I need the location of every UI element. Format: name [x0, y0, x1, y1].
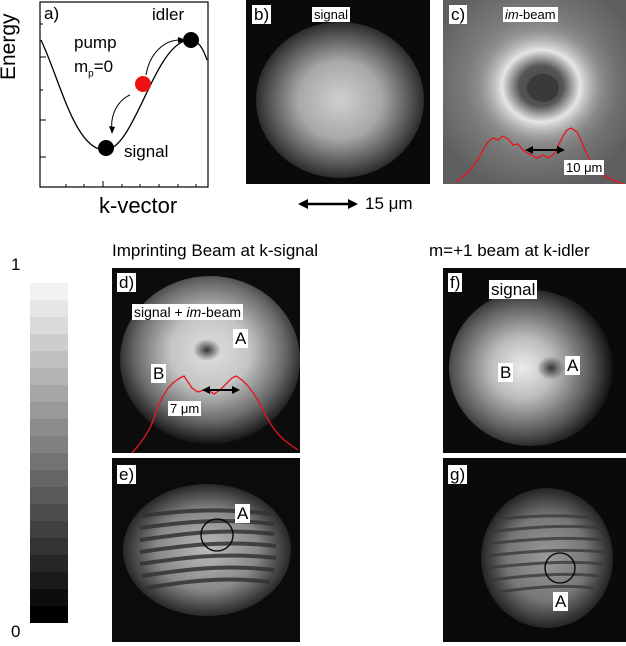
panel-e-point-a: A — [235, 504, 251, 523]
panel-f-point-a: A — [565, 356, 581, 375]
pump-m-label: mp=0 — [74, 57, 113, 79]
panel-c-label: im-beam — [503, 7, 558, 22]
scale-bar-label: 15 μm — [365, 194, 413, 213]
dispersion-curve — [40, 39, 208, 151]
colorbar-steps — [30, 283, 68, 623]
pump-m-subscript: p — [88, 68, 94, 80]
panel-g-letter: g) — [448, 465, 468, 484]
panel-c-label-em: im — [505, 7, 519, 22]
panel-a-dispersion-diagram: a) idler pump mp=0 signal Energy k-vecto… — [0, 0, 220, 225]
panel-g-interference-image: g) A — [443, 458, 626, 642]
panel-f-signal-image: f) signal A B — [443, 268, 626, 453]
pump-m-letter: m — [74, 57, 89, 76]
panel-e-fringes — [139, 508, 277, 590]
panel-f-letter: f) — [448, 273, 463, 292]
idler-label: idler — [152, 5, 185, 24]
panel-e-interference-image: e) A — [112, 458, 300, 642]
panel-b-letter: b) — [252, 5, 272, 24]
panel-d-letter: d) — [117, 273, 137, 292]
panel-b-signal-image: b) signal — [246, 0, 430, 184]
pump-label: pump — [74, 33, 117, 52]
colorbar — [30, 283, 68, 623]
panel-d-signal-plus-im-beam: d) signal + im-beam A B 7 μm — [112, 268, 300, 453]
heading-imprinting-signal: Imprinting Beam at k-signal — [112, 241, 318, 260]
panel-c-im-beam-image: c) im-beam 10 μm — [443, 0, 626, 184]
panel-g-point-a: A — [553, 592, 569, 611]
panel-c-profile-line — [456, 127, 624, 184]
panel-f-label: signal — [489, 280, 538, 299]
pump-m-value: =0 — [93, 57, 114, 76]
panel-g-circle-marker — [544, 552, 576, 584]
idler-dot — [183, 32, 199, 48]
pump-dot — [135, 76, 151, 92]
heading-m1-idler: m=+1 beam at k-idler — [429, 241, 590, 260]
panel-c-letter: c) — [449, 5, 468, 24]
panel-d-label-pre: signal + — [134, 304, 187, 320]
energy-axis-label: Energy — [0, 13, 20, 80]
colorbar-max-label: 1 — [11, 255, 21, 274]
arrow-to-idler — [145, 39, 181, 76]
panel-d-scale-label: 7 μm — [168, 401, 202, 416]
panel-d-point-b: B — [151, 364, 167, 383]
panel-g-fringes — [484, 514, 606, 594]
panel-c-label-rest: -beam — [518, 7, 556, 22]
panel-a-letter: a) — [44, 4, 60, 23]
panel-e-circle-marker — [200, 518, 234, 552]
signal-label: signal — [124, 142, 169, 161]
panel-d-label: signal + im-beam — [132, 304, 244, 320]
panel-c-scale-label: 10 μm — [564, 160, 605, 175]
panel-f-point-b: B — [498, 363, 514, 382]
scale-bar-arrow — [298, 199, 358, 209]
colorbar-min-label: 0 — [11, 622, 21, 641]
panel-d-label-post: -beam — [201, 304, 242, 320]
arrow-to-signal — [111, 94, 131, 131]
panel-b-label: signal — [312, 7, 350, 22]
panel-e-letter: e) — [117, 465, 137, 484]
signal-dot — [98, 140, 114, 156]
panel-a-ticks — [40, 23, 197, 187]
k-vector-axis-label: k-vector — [99, 193, 178, 218]
panel-d-point-a: A — [233, 329, 249, 348]
panel-a-frame — [39, 1, 209, 188]
panel-d-label-em: im — [186, 304, 202, 320]
